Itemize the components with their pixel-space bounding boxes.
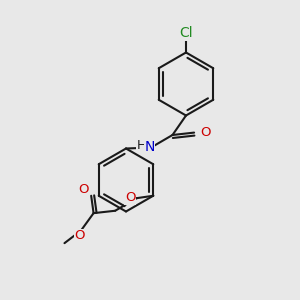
Text: O: O xyxy=(125,191,135,204)
Text: H: H xyxy=(136,139,146,152)
Text: O: O xyxy=(74,230,85,242)
Text: N: N xyxy=(144,140,154,154)
Text: O: O xyxy=(201,126,211,139)
Text: O: O xyxy=(78,183,89,196)
Text: Cl: Cl xyxy=(179,26,193,40)
